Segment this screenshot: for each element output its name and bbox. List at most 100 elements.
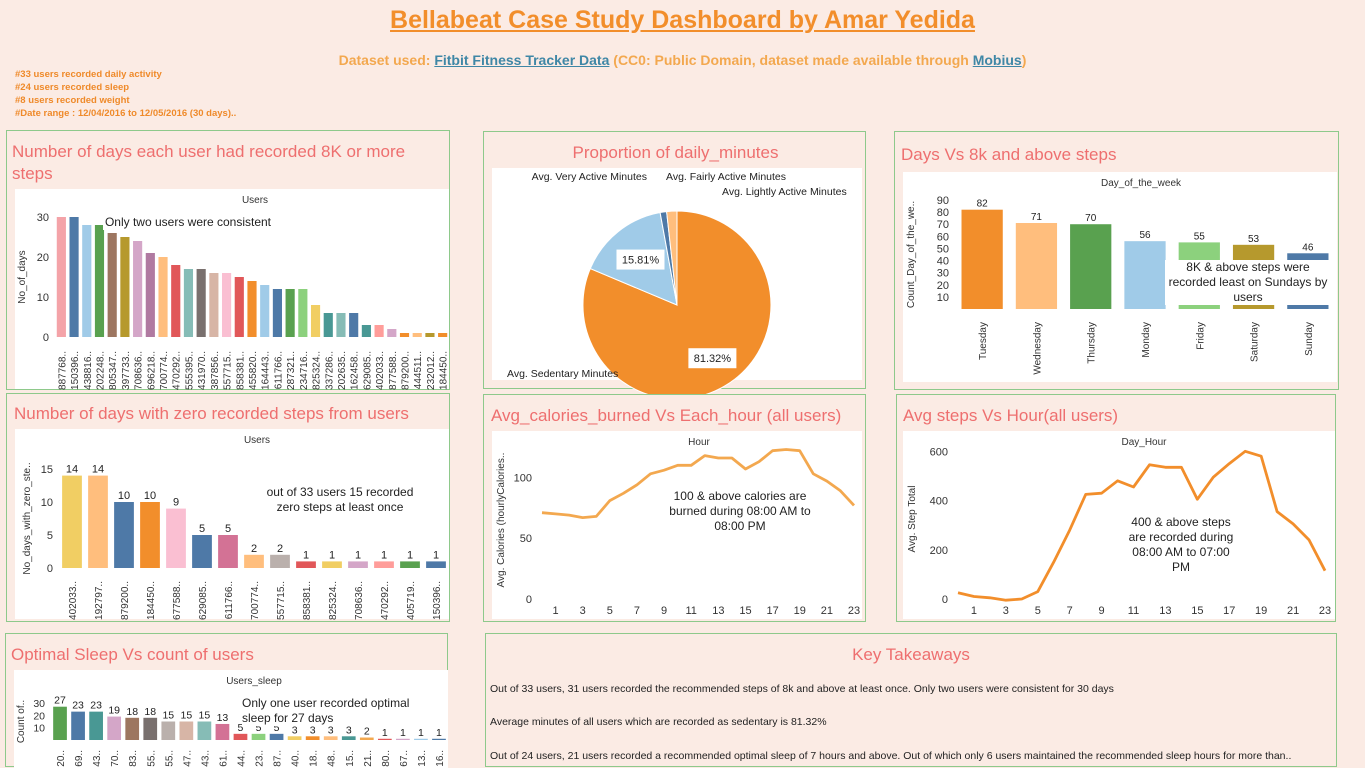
y-axis-label: Count_Day_of_the_we.. bbox=[906, 201, 917, 308]
x-tick-label: 17 bbox=[766, 605, 778, 617]
bar bbox=[272, 289, 282, 337]
x-tick-label: 337286.. bbox=[324, 351, 335, 390]
bar bbox=[961, 209, 1003, 309]
bar-data-label: 15 bbox=[180, 710, 192, 722]
y-tick-label: 20 bbox=[937, 280, 949, 292]
bar bbox=[425, 333, 435, 337]
bar-data-label: 70 bbox=[1085, 213, 1097, 224]
pie-category-label: Avg. Lightly Active Minutes bbox=[722, 186, 847, 198]
bar bbox=[414, 738, 428, 740]
bar-data-label: 3 bbox=[310, 724, 316, 736]
bar bbox=[260, 285, 270, 337]
x-tick-label: 5 bbox=[607, 605, 613, 617]
bar bbox=[269, 733, 284, 740]
x-tick-label: 232012.. bbox=[426, 351, 437, 390]
series-line bbox=[541, 448, 856, 519]
note-weight: #8 users recorded weight bbox=[15, 95, 130, 106]
x-tick-label: 192797.. bbox=[94, 581, 105, 620]
bar bbox=[53, 706, 67, 740]
bar-data-label: 71 bbox=[1031, 212, 1043, 223]
x-tick-label: 879200.. bbox=[120, 581, 131, 620]
bar bbox=[145, 253, 155, 337]
bar bbox=[233, 733, 248, 740]
y-axis-label: Avg. Calories (hourlyCalories.. bbox=[496, 453, 507, 588]
x-tick-label: 23.. bbox=[255, 750, 266, 767]
bar bbox=[341, 736, 356, 740]
y-axis-label: Count of.. bbox=[16, 700, 27, 743]
bar bbox=[62, 475, 82, 568]
x-tick-label: 44.. bbox=[236, 750, 247, 767]
x-tick-label: 677588.. bbox=[172, 581, 183, 620]
x-tick-label: 629085.. bbox=[198, 581, 209, 620]
x-tick-label: 9 bbox=[1099, 605, 1105, 617]
bar bbox=[396, 738, 410, 740]
bar bbox=[125, 717, 140, 740]
dataset-notes: #33 users recorded daily activity #24 us… bbox=[15, 68, 236, 120]
x-tick-label: 405719.. bbox=[406, 581, 417, 620]
panel-days-8k-per-user: Number of days each user had recorded 8K… bbox=[6, 130, 450, 390]
bar bbox=[107, 233, 117, 337]
bar bbox=[387, 329, 397, 337]
x-tick-label: 184450.. bbox=[439, 351, 450, 390]
y-tick-label: 15 bbox=[41, 464, 53, 476]
bar-data-label: 2 bbox=[251, 543, 257, 555]
bar bbox=[399, 333, 410, 337]
x-tick-label: 55.. bbox=[164, 750, 175, 767]
bar bbox=[171, 265, 181, 337]
chart-title: Users bbox=[244, 435, 270, 446]
x-tick-label: Saturday bbox=[1250, 322, 1261, 362]
bar bbox=[71, 711, 85, 740]
y-axis-label: Avg. Step Total bbox=[907, 486, 918, 553]
x-tick-label: 13 bbox=[1159, 605, 1171, 617]
chart-annotation: Only two users were consistent bbox=[103, 215, 273, 230]
y-tick-label: 400 bbox=[930, 496, 948, 508]
panel-title: Optimal Sleep Vs count of users bbox=[11, 645, 254, 664]
y-tick-label: 20 bbox=[37, 252, 49, 264]
bar-data-label: 5 bbox=[274, 722, 280, 734]
bar bbox=[107, 716, 122, 740]
x-tick-label: 202248.. bbox=[95, 351, 106, 390]
bar bbox=[400, 561, 420, 568]
bar bbox=[296, 561, 316, 568]
y-tick-label: 30 bbox=[37, 212, 49, 224]
bar bbox=[374, 325, 384, 337]
bar-data-label: 82 bbox=[977, 199, 989, 210]
bar bbox=[285, 289, 295, 337]
panel-title: Days Vs 8k and above steps bbox=[901, 145, 1117, 164]
chart-title: Day_of_the_week bbox=[1101, 178, 1182, 189]
x-tick-label: 15 bbox=[739, 605, 751, 617]
bar bbox=[251, 733, 266, 740]
bar bbox=[196, 269, 206, 337]
bar-data-label: 3 bbox=[328, 724, 334, 736]
mobius-link[interactable]: Mobius bbox=[972, 52, 1022, 68]
x-tick-label: 20.. bbox=[56, 750, 67, 767]
bar bbox=[1070, 224, 1112, 309]
x-tick-label: 708636.. bbox=[134, 351, 145, 390]
x-tick-label: 23 bbox=[1319, 605, 1331, 617]
x-tick-label: 162458.. bbox=[350, 351, 361, 390]
chart-annotation: 8K & above steps were recorded least on … bbox=[1165, 260, 1331, 305]
bar bbox=[166, 508, 186, 568]
x-tick-label: 11 bbox=[686, 605, 697, 617]
dataset-suffix: ) bbox=[1021, 52, 1027, 68]
bar bbox=[158, 257, 168, 337]
fitbit-dataset-link[interactable]: Fitbit Fitness Tracker Data bbox=[434, 52, 610, 68]
bar-data-label: 10 bbox=[118, 490, 130, 502]
x-tick-label: 877588.. bbox=[388, 351, 399, 390]
chart-annotation: 100 & above calories are burned during 0… bbox=[656, 489, 824, 534]
x-tick-label: 9 bbox=[661, 605, 667, 617]
y-tick-label: 70 bbox=[937, 219, 949, 231]
chart-title: Hour bbox=[688, 437, 710, 448]
x-tick-label: 3 bbox=[1003, 605, 1009, 617]
panel-days-vs-8k: Days Vs 8k and above steps Day_of_the_we… bbox=[894, 131, 1339, 390]
panel-key-takeaways: Key Takeaways Out of 33 users, 31 users … bbox=[485, 633, 1337, 767]
bar-data-label: 5 bbox=[256, 722, 262, 734]
x-tick-label: 13.. bbox=[417, 750, 428, 767]
bar bbox=[140, 502, 160, 568]
x-tick-label: 17 bbox=[1223, 605, 1235, 617]
bar bbox=[247, 281, 257, 337]
y-tick-label: 5 bbox=[47, 530, 53, 542]
x-tick-label: 13 bbox=[712, 605, 724, 617]
y-tick-label: 20 bbox=[33, 710, 45, 722]
dashboard-title: Bellabeat Case Study Dashboard by Amar Y… bbox=[390, 6, 975, 34]
